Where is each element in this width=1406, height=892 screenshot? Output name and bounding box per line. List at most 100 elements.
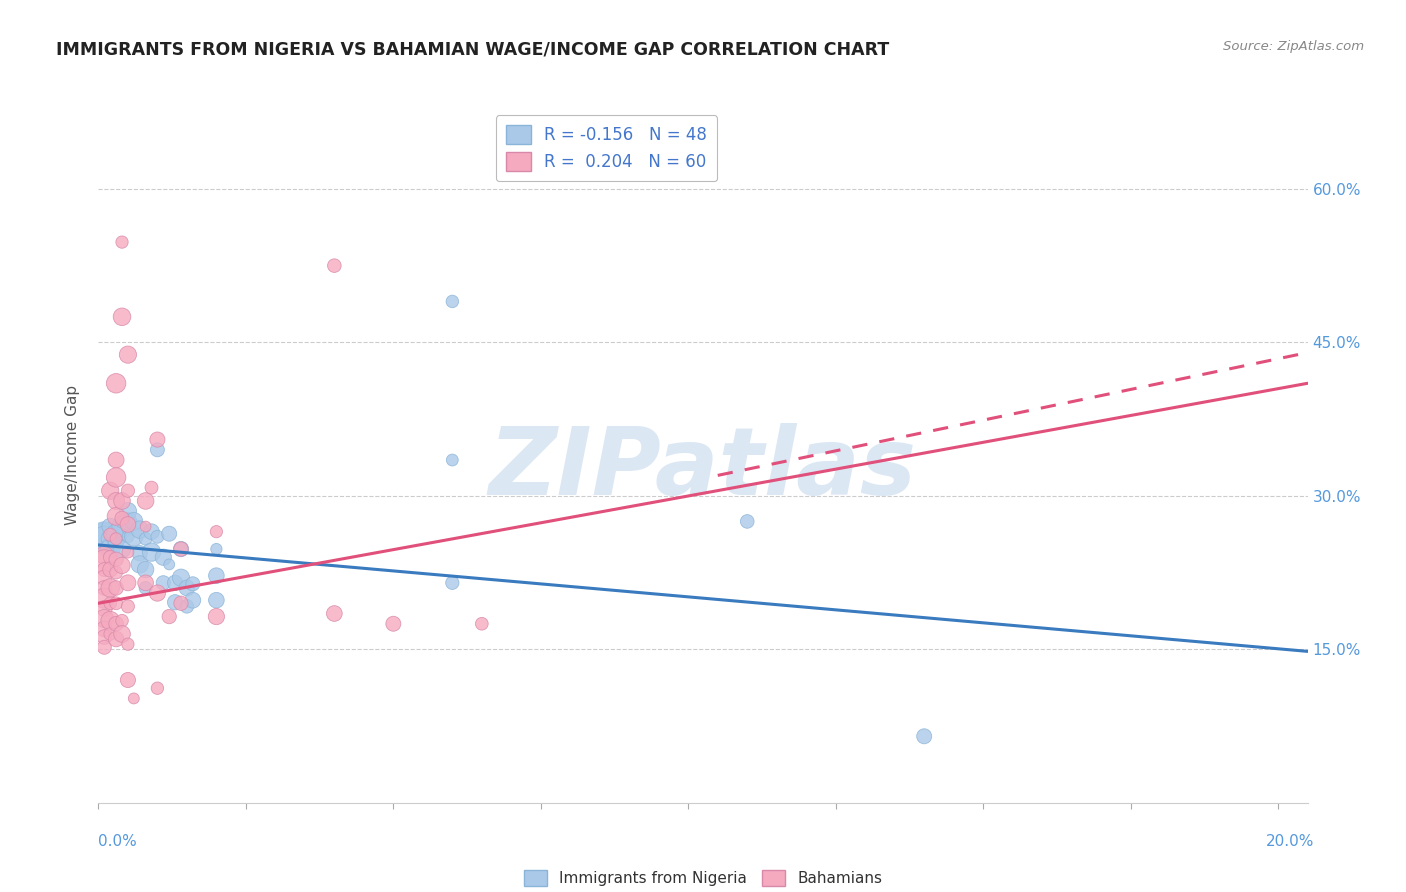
Point	[122, 691, 145, 706]
Point	[170, 542, 193, 557]
Point	[135, 519, 157, 533]
Point	[98, 532, 121, 546]
Point	[205, 568, 228, 582]
Point	[382, 616, 405, 631]
Point	[105, 616, 128, 631]
Point	[111, 519, 134, 533]
Point	[176, 581, 198, 595]
Point	[93, 591, 115, 606]
Y-axis label: Wage/Income Gap: Wage/Income Gap	[65, 384, 80, 525]
Point	[205, 542, 228, 557]
Point	[205, 593, 228, 607]
Point	[105, 453, 128, 467]
Point	[122, 515, 145, 529]
Point	[105, 509, 128, 524]
Text: 0.0%: 0.0%	[98, 834, 138, 849]
Point	[471, 616, 494, 631]
Point	[93, 601, 115, 615]
Point	[117, 673, 139, 687]
Point	[105, 376, 128, 391]
Point	[111, 614, 134, 628]
Point	[111, 558, 134, 573]
Point	[111, 515, 134, 529]
Point	[176, 599, 198, 614]
Point	[117, 530, 139, 544]
Point	[170, 542, 193, 557]
Point	[181, 577, 204, 591]
Point	[912, 729, 935, 743]
Point	[111, 511, 134, 525]
Point	[117, 599, 139, 614]
Point	[117, 504, 139, 518]
Point	[105, 533, 128, 548]
Point	[141, 545, 163, 559]
Point	[93, 612, 115, 626]
Point	[128, 558, 150, 572]
Point	[98, 519, 121, 533]
Point	[146, 433, 169, 447]
Point	[111, 627, 134, 641]
Point	[441, 294, 464, 309]
Point	[152, 550, 174, 565]
Point	[105, 566, 128, 580]
Point	[98, 527, 121, 541]
Point	[93, 527, 115, 541]
Point	[93, 581, 115, 595]
Point	[141, 524, 163, 539]
Point	[146, 530, 169, 544]
Point	[117, 515, 139, 529]
Point	[93, 554, 115, 568]
Legend: Immigrants from Nigeria, Bahamians: Immigrants from Nigeria, Bahamians	[517, 863, 889, 892]
Point	[135, 581, 157, 595]
Point	[117, 522, 139, 536]
Text: ZIPatlas: ZIPatlas	[489, 423, 917, 515]
Point	[735, 515, 758, 529]
Point	[152, 575, 174, 590]
Point	[111, 310, 134, 324]
Point	[93, 622, 115, 636]
Point	[441, 575, 464, 590]
Point	[128, 523, 150, 537]
Point	[93, 562, 115, 576]
Text: IMMIGRANTS FROM NIGERIA VS BAHAMIAN WAGE/INCOME GAP CORRELATION CHART: IMMIGRANTS FROM NIGERIA VS BAHAMIAN WAGE…	[56, 40, 890, 58]
Point	[105, 530, 128, 544]
Point	[93, 535, 115, 549]
Point	[135, 562, 157, 576]
Point	[323, 259, 346, 273]
Point	[105, 532, 128, 546]
Point	[105, 552, 128, 566]
Point	[105, 526, 128, 541]
Point	[98, 596, 121, 610]
Point	[98, 483, 121, 498]
Point	[105, 581, 128, 595]
Point	[98, 550, 121, 565]
Point	[165, 575, 187, 590]
Point	[105, 494, 128, 508]
Point	[117, 483, 139, 498]
Point	[146, 442, 169, 457]
Point	[146, 586, 169, 600]
Point	[170, 596, 193, 610]
Point	[122, 530, 145, 544]
Point	[205, 524, 228, 539]
Point	[165, 595, 187, 609]
Point	[170, 571, 193, 585]
Point	[93, 532, 115, 546]
Point	[323, 607, 346, 621]
Point	[93, 530, 115, 544]
Point	[181, 593, 204, 607]
Point	[105, 596, 128, 610]
Point	[135, 575, 157, 590]
Point	[93, 640, 115, 655]
Point	[117, 517, 139, 532]
Point	[98, 538, 121, 552]
Point	[146, 681, 169, 696]
Point	[135, 494, 157, 508]
Point	[117, 637, 139, 651]
Point	[441, 453, 464, 467]
Point	[98, 614, 121, 628]
Point	[111, 494, 134, 508]
Point	[141, 481, 163, 495]
Point	[117, 575, 139, 590]
Point	[157, 558, 180, 572]
